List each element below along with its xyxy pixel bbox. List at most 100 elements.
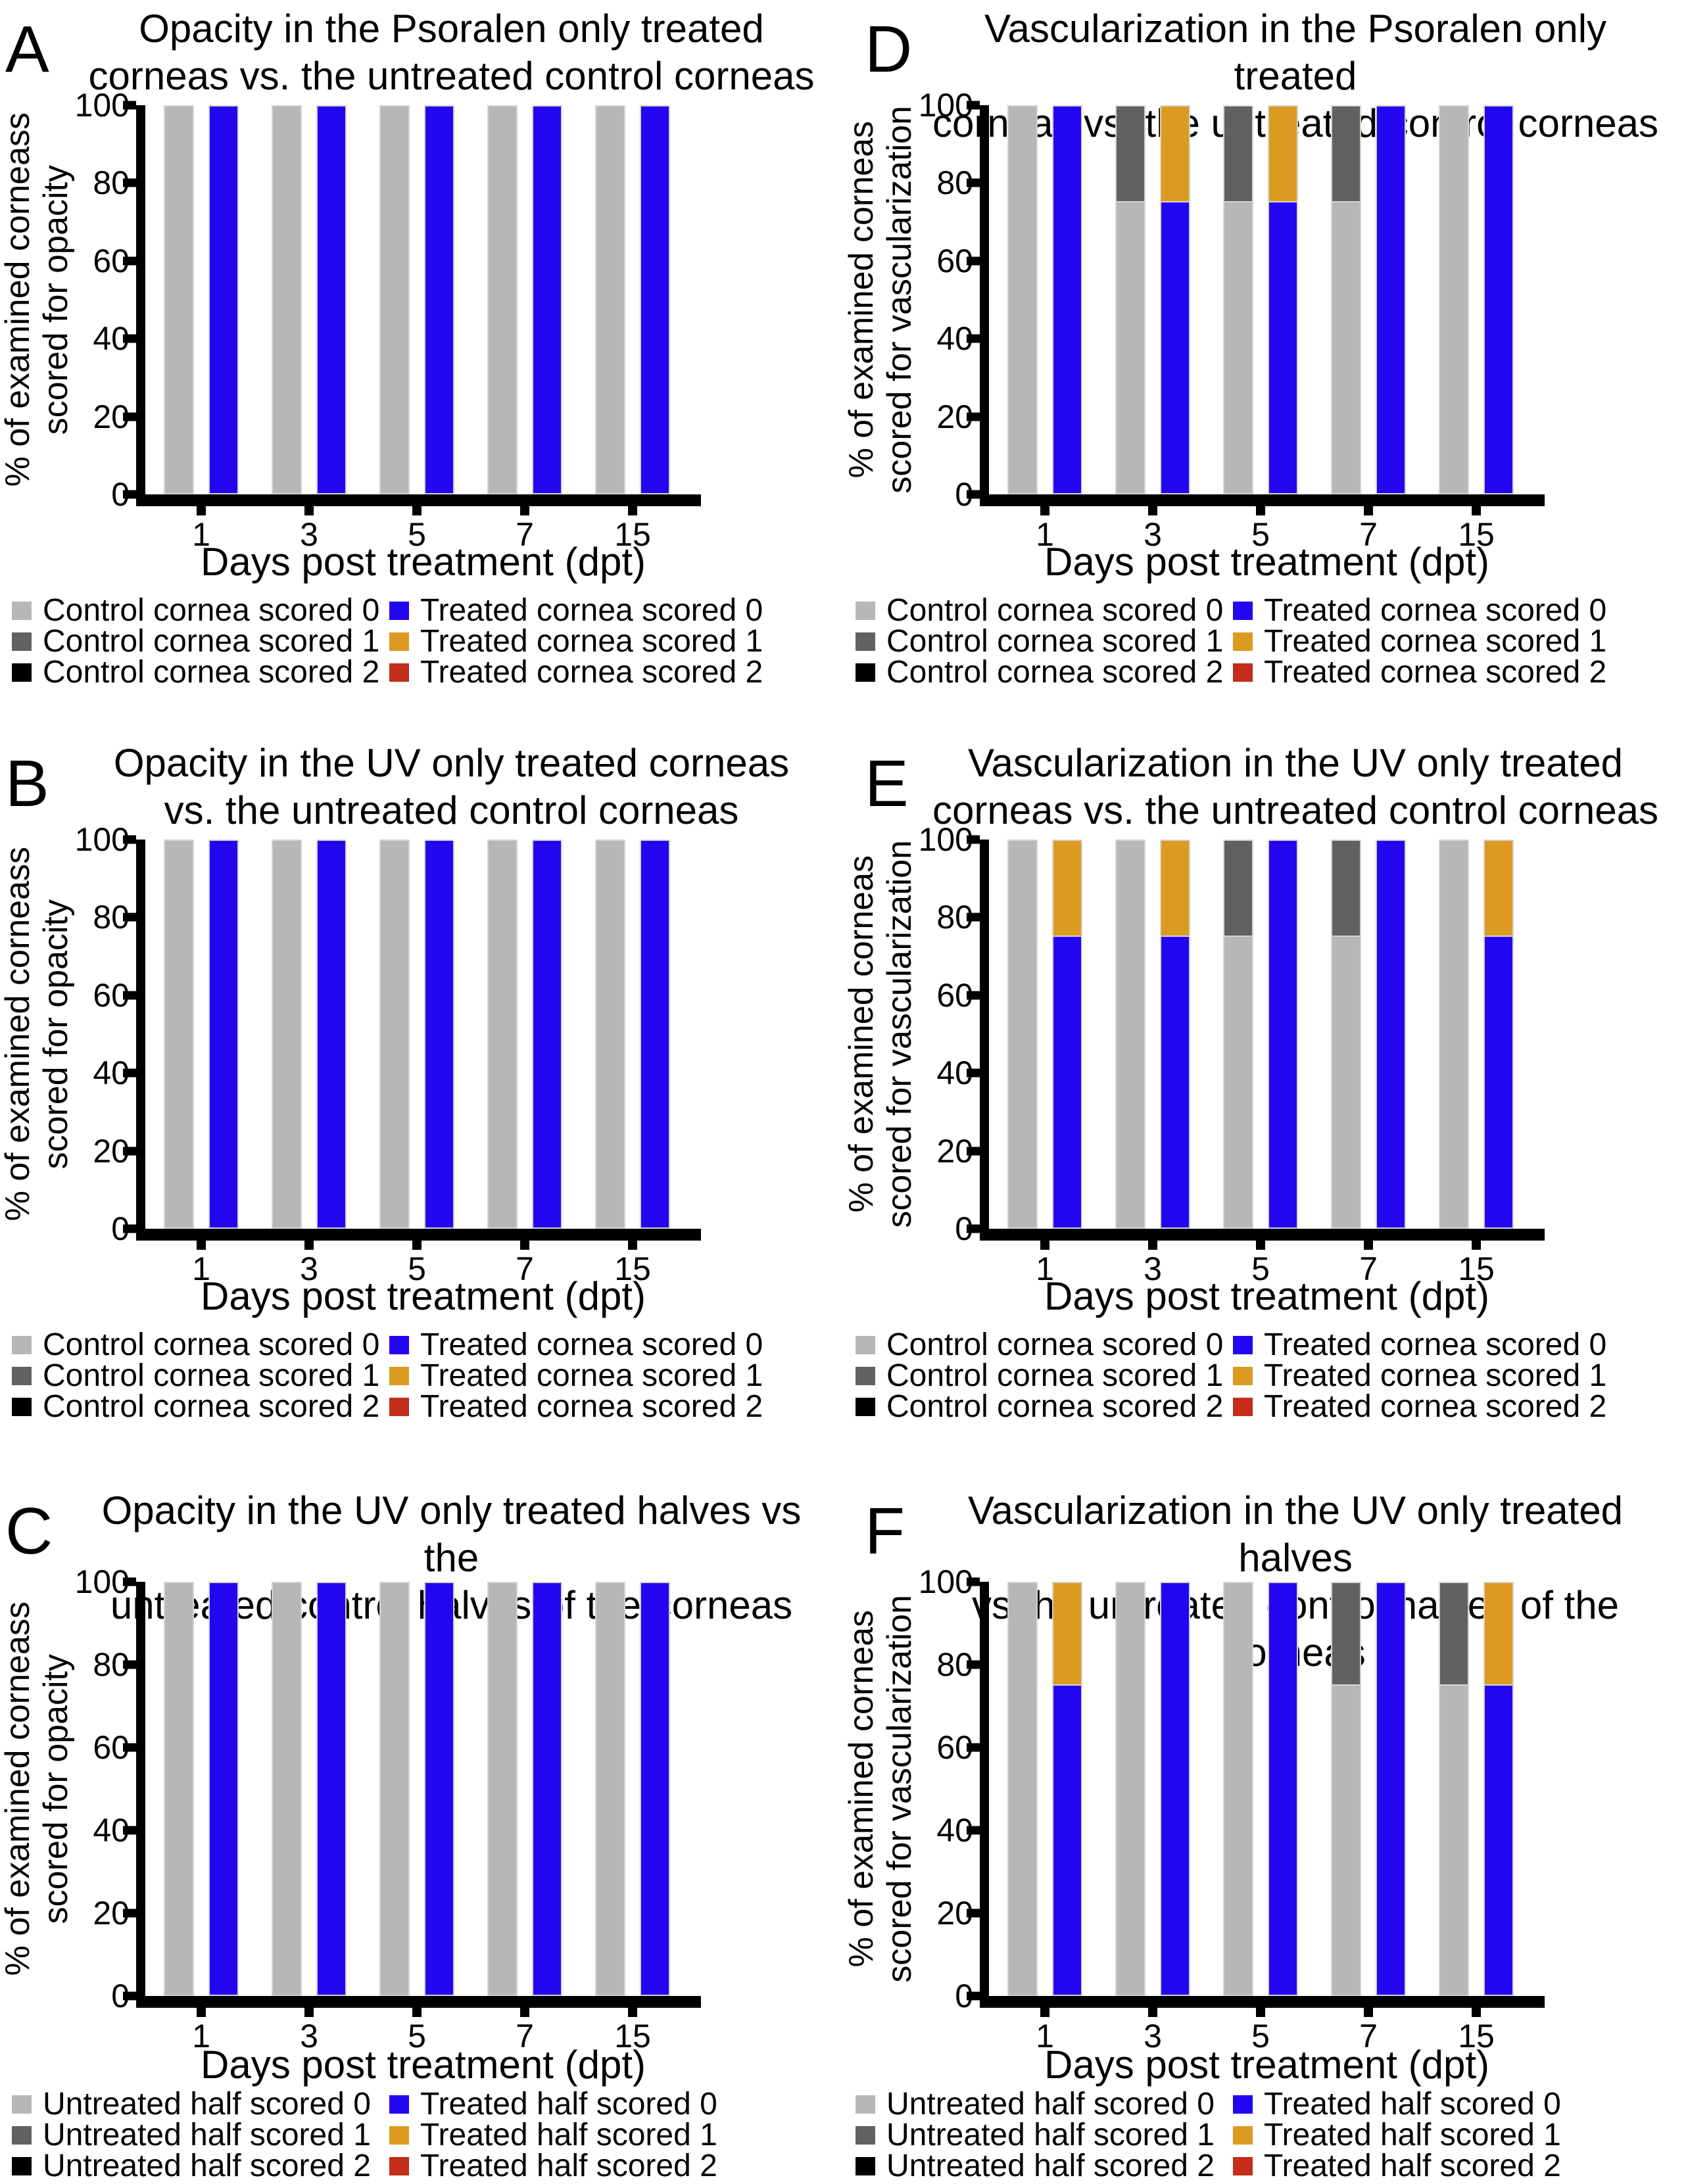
x-tick-mark: [628, 1241, 637, 1250]
legend-swatch-score1: [389, 1366, 409, 1385]
bar-control-day5: [379, 105, 410, 494]
y-tick-mark: [967, 1224, 980, 1233]
legend-swatch-score0: [12, 2095, 32, 2114]
x-tick-label-1: 1: [192, 516, 210, 553]
x-tick-mark: [412, 1241, 422, 1250]
panel-title-line1: Opacity in the UV only treated corneas: [113, 741, 790, 785]
y-tick-mark: [123, 991, 136, 1000]
y-tick-labels: 100 80 60 40 20 0: [917, 1563, 980, 2014]
legend-label: Control cornea scored 0: [43, 1327, 380, 1362]
bar-segment-treated-score1: [1268, 105, 1298, 202]
y-tick-labels: 100 80 60 40 20 0: [74, 1563, 136, 2014]
x-tick-mark: [1040, 2008, 1049, 2017]
legend-item: Control cornea scored 2: [12, 655, 389, 690]
x-tick-mark: [1256, 2008, 1265, 2017]
legend-column-control: Control cornea scored 0 Control cornea sc…: [12, 1327, 389, 1424]
legend-item: Treated cornea scored 0: [1233, 1327, 1606, 1362]
legend-swatch-score1: [12, 632, 32, 651]
x-tick-mark: [197, 1241, 206, 1250]
bar-treated-day15: [1483, 105, 1514, 494]
plot-area: 1 3 5 7 15: [967, 835, 1545, 1287]
x-axis-label: Days post treatment (dpt): [201, 540, 646, 584]
x-tick-mark: [1364, 506, 1373, 515]
bar-segment-control-score1: [1115, 105, 1145, 202]
legend-swatch-score1: [12, 1366, 32, 1385]
y-axis-label: % of examined corneass scored for opacit…: [0, 840, 75, 1229]
legend-swatch-score1: [856, 632, 875, 651]
bar-treated-day1: [208, 105, 239, 494]
y-tick-label-100: 100: [918, 821, 973, 858]
legend-item: Treated cornea scored 1: [1233, 624, 1606, 659]
bar-segment-control-score0: [1007, 840, 1038, 1229]
y-tick-mark: [967, 256, 980, 266]
x-tick-mark: [1040, 1241, 1049, 1250]
legend-item: Treated cornea scored 1: [1233, 1358, 1606, 1393]
bar-control-day15: [1439, 105, 1469, 494]
legend-label: Treated cornea scored 1: [1264, 624, 1607, 659]
x-tick-label-7: 7: [1359, 516, 1378, 553]
bar-control-day15: [595, 840, 625, 1229]
bar-treated-day7: [1376, 105, 1406, 494]
panel-letter: E: [865, 747, 909, 820]
bar-treated-day7: [532, 1582, 562, 1996]
bar-segment-treated-score0: [640, 840, 670, 1229]
y-tick-mark: [967, 490, 980, 499]
legend-label: Treated half scored 1: [1264, 2118, 1561, 2152]
legend-label: Untreated half scored 0: [886, 2087, 1215, 2122]
legend-label: Untreated half scored 1: [43, 2118, 371, 2152]
y-axis-label-line1: % of examined corneas: [842, 1610, 880, 1968]
legend-column-treated: Treated half scored 0 Treated half scored…: [389, 2087, 717, 2183]
y-axis-label-line2: scored for opacity: [37, 1653, 75, 1924]
y-tick-label-100: 100: [918, 87, 973, 124]
bar-segment-control-score1: [1223, 840, 1253, 937]
x-tick-label-5: 5: [1251, 1250, 1270, 1287]
bar-treated-day7: [1376, 840, 1406, 1229]
bar-segment-control-score0: [1115, 1582, 1145, 1996]
legend-label: Treated cornea scored 0: [420, 593, 763, 628]
legend-item: Untreated half scored 1: [856, 2118, 1233, 2152]
x-tick-label-3: 3: [300, 516, 318, 553]
y-tick-mark: [123, 1147, 136, 1156]
x-tick-label-15: 15: [1458, 1250, 1495, 1287]
bar-segment-treated-score0: [1483, 1685, 1514, 1996]
legend-label: Treated half scored 1: [420, 2118, 717, 2152]
legend-swatch-score2: [12, 663, 32, 682]
bar-segment-treated-score1: [1160, 840, 1190, 937]
legend-label: Treated cornea scored 2: [1264, 655, 1607, 690]
y-tick-labels: 100 80 60 40 20 0: [917, 87, 980, 513]
legend-swatch-score2: [12, 2156, 32, 2175]
bar-control-day3: [272, 105, 302, 494]
bar-treated-day1: [1052, 105, 1082, 494]
panel-title-line1: Vascularization in the UV only treated h…: [967, 1488, 1624, 1580]
y-axis-label-line1: % of examined corneass: [0, 847, 37, 1222]
legend-swatch-score1: [1233, 632, 1253, 651]
bar-segment-treated-score0: [424, 1582, 454, 1996]
bar-segment-control-score1: [1223, 105, 1253, 202]
legend: Control cornea scored 0 Control cornea sc…: [844, 593, 1688, 690]
bar-segment-treated-score0: [1483, 105, 1514, 494]
legend-label: Control cornea scored 0: [43, 593, 380, 628]
legend-item: Control cornea scored 1: [12, 624, 389, 659]
bar-segment-treated-score0: [1268, 202, 1298, 494]
legend-label: Control cornea scored 2: [886, 1389, 1224, 1424]
panel-title-line2: corneas vs. the untreated control cornea…: [88, 54, 815, 98]
legend: Untreated half scored 0 Untreated half sc…: [844, 2087, 1688, 2183]
panel-letter: A: [5, 12, 49, 86]
legend-column-treated: Treated cornea scored 0 Treated cornea sc…: [1233, 1327, 1606, 1424]
bar-control-day7: [1331, 840, 1361, 1229]
y-axis-label-line2: scored for vascularization: [880, 106, 919, 494]
bar-treated-day7: [532, 105, 562, 494]
bar-control-day7: [1331, 1582, 1361, 1996]
legend-swatch-score1: [389, 632, 409, 651]
chart-panel-B: B Opacity in the UV only treated corneas…: [0, 703, 844, 1424]
bar-segment-control-score0: [272, 1582, 302, 1996]
legend-item: Untreated half scored 0: [12, 2087, 389, 2122]
bar-segment-control-score0: [1331, 202, 1361, 494]
y-tick-mark: [123, 412, 136, 421]
x-tick-label-15: 15: [614, 1250, 651, 1287]
bar-treated-day1: [208, 840, 239, 1229]
bar-control-day5: [1223, 1582, 1253, 1996]
x-tick-label-5: 5: [1251, 516, 1270, 553]
bar-segment-control-score0: [1439, 105, 1469, 494]
legend-column-control: Control cornea scored 0 Control cornea sc…: [12, 593, 389, 690]
